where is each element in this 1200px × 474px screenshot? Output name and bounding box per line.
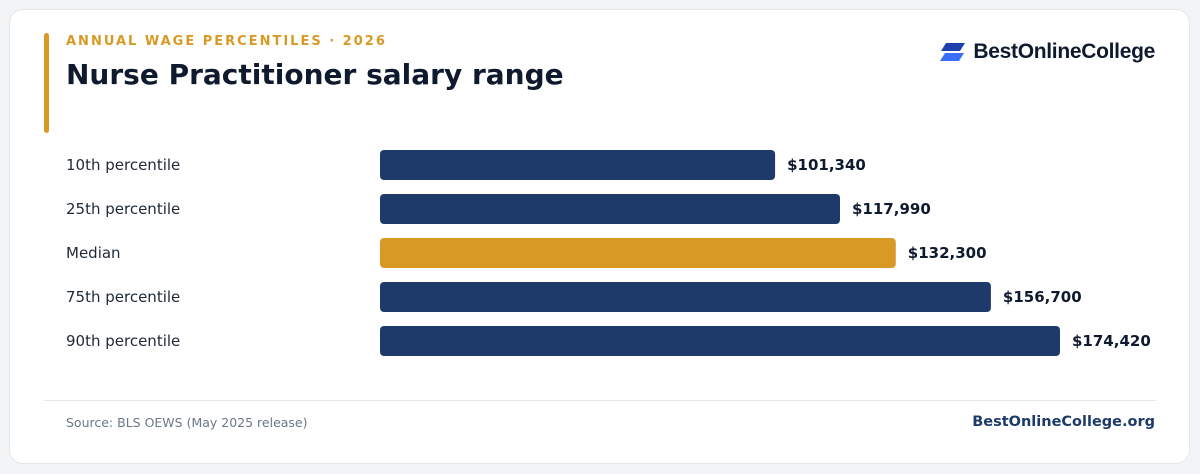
value-label: $156,700 (1003, 288, 1082, 306)
accent-bar (44, 33, 49, 133)
brand-name: BestOnlineCollege (973, 40, 1155, 63)
category-label: 10th percentile (66, 156, 180, 174)
chart-card: ANNUAL WAGE PERCENTILES · 2026 Nurse Pra… (9, 9, 1190, 464)
category-label: 75th percentile (66, 288, 180, 306)
value-label: $101,340 (787, 156, 866, 174)
value-label: $132,300 (908, 244, 987, 262)
category-label: 90th percentile (66, 332, 180, 350)
percentile-bar (380, 326, 1060, 356)
stacked-parallelograms-logo-icon (940, 43, 966, 61)
chart-title: Nurse Practitioner salary range (66, 58, 564, 91)
category-label: 25th percentile (66, 200, 180, 218)
value-label: $117,990 (852, 200, 931, 218)
percentile-bar (380, 150, 776, 180)
source-note: Source: BLS OEWS (May 2025 release) (66, 415, 308, 430)
eyebrow-label: ANNUAL WAGE PERCENTILES · 2026 (66, 34, 387, 49)
brand-logo[interactable]: BestOnlineCollege (940, 40, 1155, 64)
percentile-bar (380, 282, 991, 312)
value-label: $174,420 (1072, 332, 1151, 350)
median-bar (380, 238, 896, 268)
percentile-bar (380, 194, 840, 224)
site-link[interactable]: BestOnlineCollege.org (972, 414, 1155, 430)
category-label: Median (66, 244, 121, 262)
footer-divider (44, 400, 1156, 401)
